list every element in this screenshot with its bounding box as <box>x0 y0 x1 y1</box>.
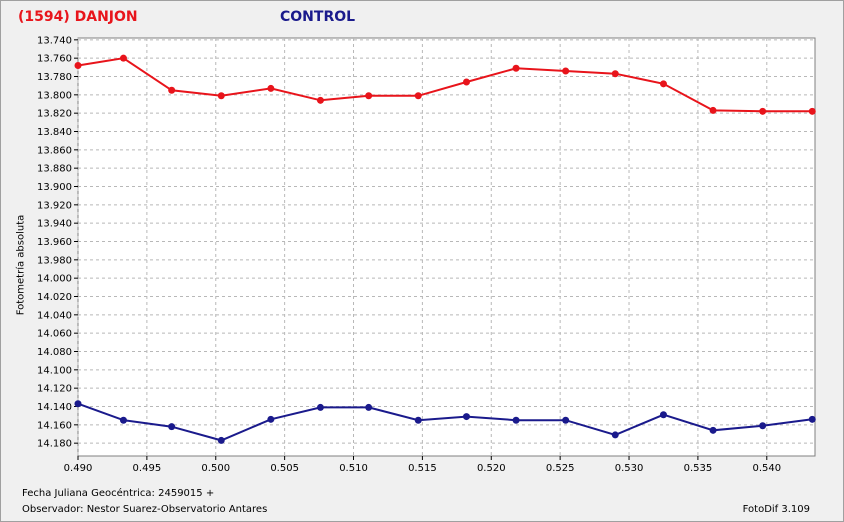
data-point <box>119 54 127 62</box>
y-tick-label: 14.100 <box>37 365 72 376</box>
y-tick-label: 13.800 <box>37 90 72 101</box>
x-tick-label: 0.500 <box>201 463 230 474</box>
y-tick-label: 13.900 <box>37 182 72 193</box>
data-point <box>709 426 717 434</box>
data-point <box>562 67 570 75</box>
data-point <box>462 413 470 421</box>
data-point <box>808 415 816 423</box>
data-point <box>316 403 324 411</box>
x-tick-label: 0.540 <box>752 463 781 474</box>
x-tick-label: 0.525 <box>546 463 575 474</box>
data-point <box>512 416 520 424</box>
y-tick-label: 13.980 <box>37 255 72 266</box>
y-tick-label: 13.880 <box>37 164 72 175</box>
data-point <box>168 86 176 94</box>
series-line-1 <box>77 402 813 442</box>
data-point <box>759 107 767 115</box>
y-tick-label: 13.960 <box>37 237 72 248</box>
grid-lines <box>77 38 815 456</box>
data-point <box>759 422 767 430</box>
y-tick-label: 14.040 <box>37 310 72 321</box>
y-axis-ticks: 13.740 13.760 13.780 13.800 13.820 13.840 13.8… <box>37 35 78 450</box>
x-tick-label: 0.490 <box>64 463 93 474</box>
x-tick-label: 0.495 <box>133 463 162 474</box>
data-point <box>659 411 667 419</box>
x-tick-label: 0.535 <box>684 463 713 474</box>
observer-label: Observador: Nestor Suarez-Observatorio A… <box>22 504 268 515</box>
control-title: CONTROL <box>280 9 356 25</box>
y-tick-label: 13.780 <box>37 72 72 83</box>
data-point <box>316 96 324 104</box>
y-tick-label: 13.860 <box>37 145 72 156</box>
data-point <box>462 78 470 86</box>
y-tick-label: 14.080 <box>37 347 72 358</box>
y-tick-label: 13.740 <box>37 35 72 46</box>
data-point <box>414 416 422 424</box>
data-point <box>512 64 520 72</box>
series-line-0 <box>77 57 813 113</box>
x-tick-label: 0.505 <box>270 463 299 474</box>
data-point <box>611 70 619 78</box>
data-point <box>659 80 667 88</box>
julian-date-label: Fecha Juliana Geocéntrica: 2459015 + <box>22 488 215 499</box>
data-point <box>267 415 275 423</box>
y-tick-label: 14.180 <box>37 439 72 450</box>
x-tick-label: 0.520 <box>477 463 506 474</box>
data-point <box>217 436 225 444</box>
plot-area <box>77 37 816 457</box>
data-point <box>74 62 82 69</box>
x-tick-label: 0.515 <box>408 463 437 474</box>
data-point <box>414 92 422 100</box>
y-tick-label: 13.760 <box>37 54 72 65</box>
series-group <box>74 54 816 444</box>
data-point <box>365 92 373 100</box>
data-point <box>562 416 570 424</box>
target-title: (1594) DANJON <box>18 9 138 25</box>
y-tick-label: 13.820 <box>37 109 72 120</box>
data-point <box>267 84 275 92</box>
data-point <box>217 92 225 100</box>
y-tick-label: 13.920 <box>37 200 72 211</box>
y-tick-label: 14.140 <box>37 402 72 413</box>
y-tick-label: 14.000 <box>37 274 72 285</box>
data-point <box>611 431 619 439</box>
data-point <box>365 403 373 411</box>
x-tick-label: 0.530 <box>615 463 644 474</box>
y-tick-label: 14.160 <box>37 420 72 431</box>
x-axis-ticks: 0.490 0.495 0.500 0.505 0.510 0.515 0.520 0.525… <box>64 456 781 474</box>
x-tick-label: 0.510 <box>339 463 368 474</box>
y-tick-label: 14.120 <box>37 384 72 395</box>
y-tick-label: 13.940 <box>37 219 72 230</box>
data-point <box>168 423 176 431</box>
data-point <box>808 107 816 115</box>
y-tick-label: 14.060 <box>37 329 72 340</box>
data-point <box>74 400 82 408</box>
software-version: FotoDif 3.109 <box>742 504 810 515</box>
data-point <box>119 416 127 424</box>
y-tick-label: 13.840 <box>37 127 72 138</box>
y-tick-label: 14.020 <box>37 292 72 303</box>
data-point <box>709 106 717 114</box>
